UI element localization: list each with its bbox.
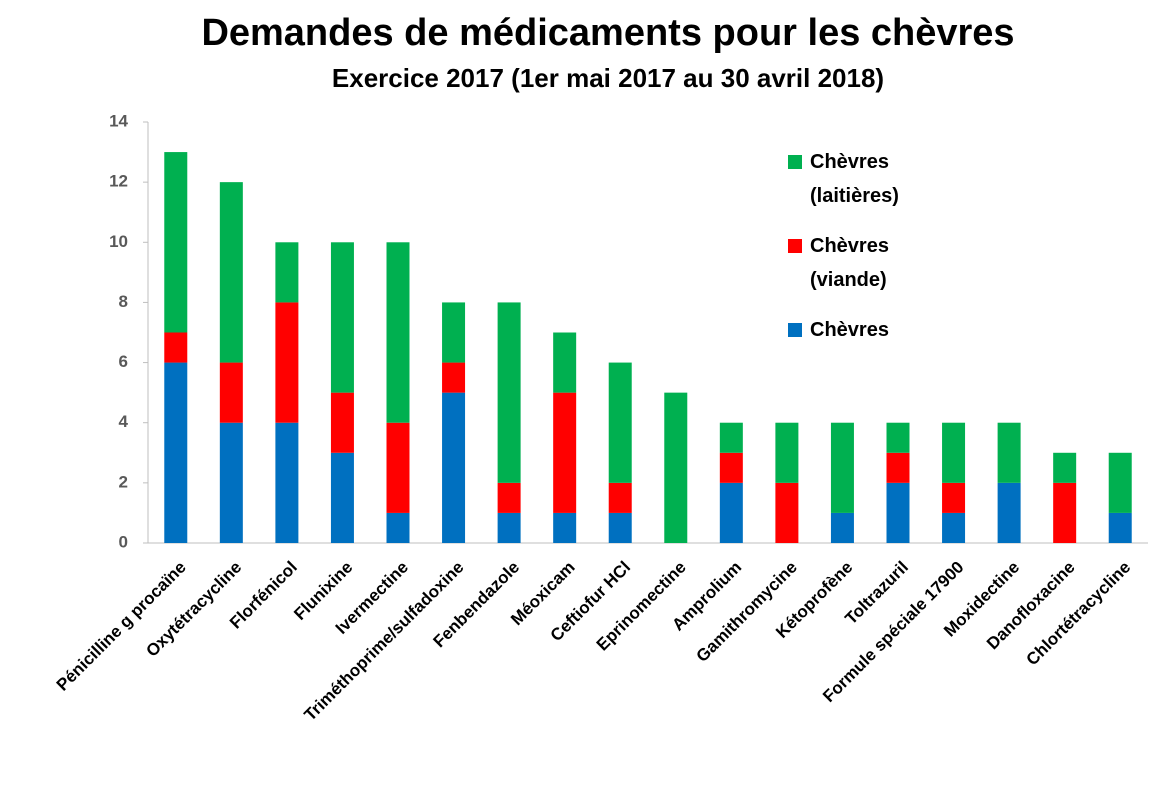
bar-segment — [386, 512, 410, 543]
y-tick-label: 12 — [109, 172, 128, 191]
bar-segment — [442, 392, 466, 543]
y-tick-label: 4 — [119, 412, 129, 431]
chart-subtitle: Exercice 2017 (1er mai 2017 au 30 avril … — [332, 63, 884, 93]
legend-label: Chèvres (laitières) — [810, 151, 899, 207]
bar-segment — [1108, 452, 1132, 513]
bar-segment — [164, 362, 188, 543]
y-tick-label: 0 — [119, 532, 128, 551]
legend-swatch — [788, 155, 802, 169]
bar-segment — [330, 452, 354, 543]
bar-segment — [1053, 452, 1077, 483]
bar-segment — [386, 242, 410, 423]
legend-item: Chèvres — [788, 313, 938, 347]
bar-segment — [942, 482, 966, 513]
bar-segment — [497, 512, 521, 543]
y-tick-label: 10 — [109, 232, 128, 251]
bar-segment — [442, 362, 466, 393]
y-tick-label: 14 — [109, 111, 128, 130]
bar-segment — [830, 422, 854, 513]
bar-segment — [330, 392, 354, 453]
bar-segment — [997, 422, 1021, 483]
y-tick-label: 2 — [119, 472, 128, 491]
bar-segment — [553, 392, 577, 513]
bar-segment — [608, 512, 632, 543]
bar-segment — [164, 152, 188, 333]
bar-segment — [719, 422, 743, 453]
legend-item: Chèvres (viande) — [788, 229, 938, 297]
bar-segment — [997, 482, 1021, 543]
bar-segment — [1053, 482, 1077, 543]
x-tick-label: Chlortétracycline — [1023, 558, 1135, 670]
bar-segment — [775, 482, 799, 543]
bar-segment — [219, 422, 243, 543]
bar-segment — [886, 452, 910, 483]
bar-segment — [386, 422, 410, 513]
bar-segment — [608, 482, 632, 513]
bar-segment — [330, 242, 354, 393]
bar-segment — [719, 452, 743, 483]
bar-segment — [719, 482, 743, 543]
bar-segment — [164, 332, 188, 363]
bar-segment — [497, 302, 521, 483]
bar-segment — [219, 362, 243, 423]
legend-label: Chèvres — [810, 319, 889, 341]
bar-segment — [275, 422, 299, 543]
bar-segment — [942, 422, 966, 483]
bar-segment — [1108, 512, 1132, 543]
y-tick-label: 8 — [119, 292, 128, 311]
legend-label: Chèvres (viande) — [810, 235, 889, 291]
bar-segment — [830, 512, 854, 543]
y-tick-label: 6 — [119, 352, 128, 371]
bar-segment — [886, 482, 910, 543]
bar-segment — [942, 512, 966, 543]
x-tick-label: Gamithromycine — [693, 558, 801, 666]
bar-segment — [608, 362, 632, 483]
bar-segment — [886, 422, 910, 453]
bar-segment — [275, 302, 299, 423]
bar-segment — [775, 422, 799, 483]
bar-segment — [442, 302, 466, 363]
legend-item: Chèvres (laitières) — [788, 145, 938, 213]
bar-segment — [664, 392, 688, 543]
legend: Chèvres (laitières) Chèvres (viande) Chèvr… — [788, 145, 938, 363]
chart-title: Demandes de médicaments pour les chèvres — [201, 12, 1014, 54]
legend-swatch — [788, 323, 802, 337]
x-tick-label: Oxytétracycline — [142, 558, 245, 661]
legend-swatch — [788, 239, 802, 253]
bar-segment — [553, 512, 577, 543]
bar-segment — [275, 242, 299, 303]
bar-segment — [497, 482, 521, 513]
bar-segment — [553, 332, 577, 393]
bar-segment — [219, 182, 243, 363]
